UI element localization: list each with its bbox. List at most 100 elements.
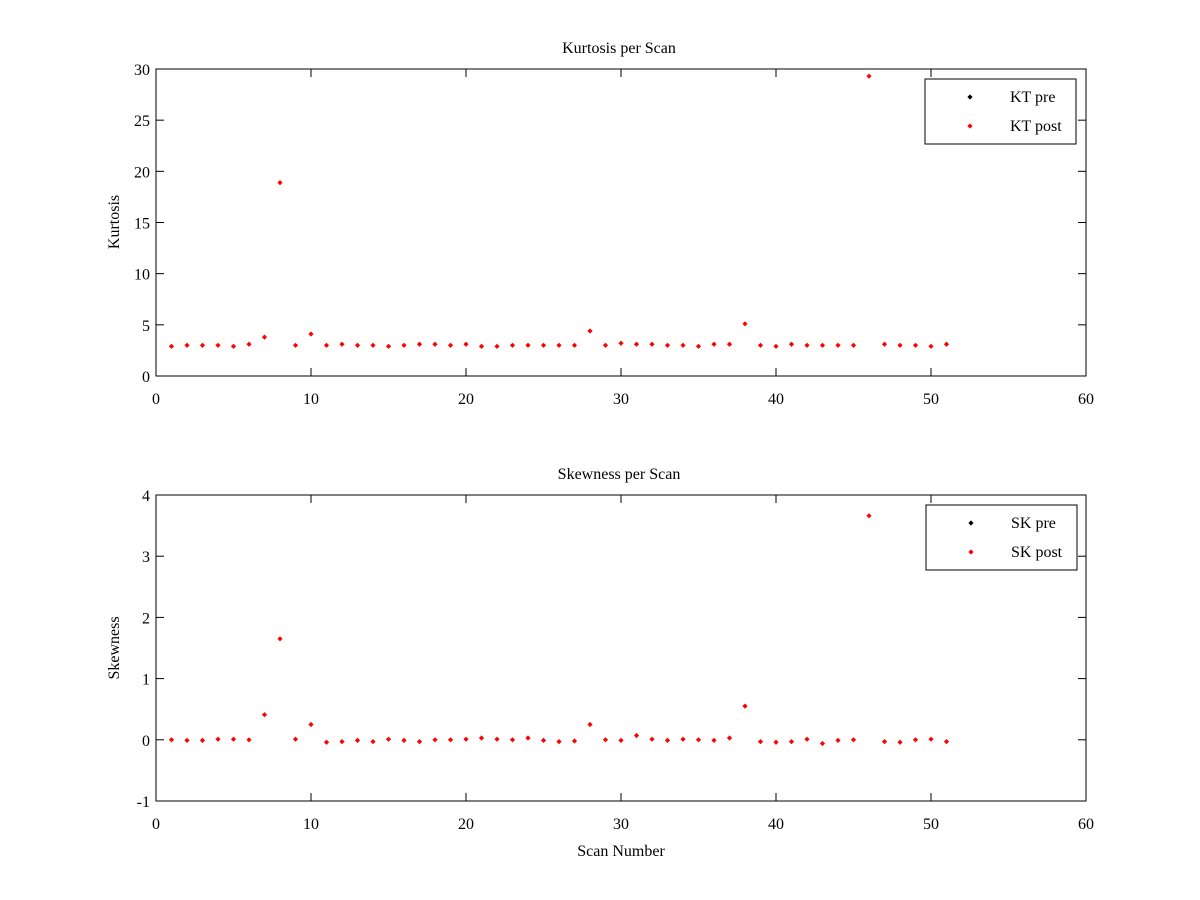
skewness-y-tick-label: -1 <box>137 794 150 811</box>
kurtosis-legend-label: KT pre <box>1010 89 1055 106</box>
skewness-data-point <box>726 735 733 741</box>
skewness-data-point <box>277 636 283 642</box>
skewness-data-point <box>587 721 593 728</box>
kurtosis-data-point <box>370 342 376 348</box>
skewness-plot: Skewness per Scan Skewness Scan Number 0… <box>106 466 1094 860</box>
skewness-data-point <box>339 739 345 745</box>
kurtosis-data-point <box>184 342 190 348</box>
kurtosis-data-point <box>804 342 810 348</box>
kurtosis-data-point <box>695 343 702 349</box>
skewness-x-tick-label: 50 <box>923 816 939 833</box>
kurtosis-data-point <box>401 342 407 348</box>
skewness-plot-title: Skewness per Scan <box>558 466 681 483</box>
kurtosis-data-point <box>664 342 671 348</box>
skewness-data-point <box>773 739 779 745</box>
kurtosis-data-point <box>602 342 609 348</box>
skewness-data-point <box>866 513 872 519</box>
kurtosis-x-tick-label: 0 <box>152 391 160 408</box>
kurtosis-data-point <box>246 341 252 347</box>
kurtosis-data-point <box>447 342 454 348</box>
skewness-series-sk-post <box>168 513 950 747</box>
kurtosis-data-point <box>463 341 469 347</box>
kurtosis-data-point <box>261 334 268 340</box>
kurtosis-data-point <box>711 341 717 347</box>
kurtosis-y-tick-label: 5 <box>142 318 150 335</box>
kurtosis-legend-label: KT post <box>1010 118 1062 135</box>
kurtosis-data-point <box>556 342 562 348</box>
skewness-data-point <box>618 737 624 744</box>
skewness-data-point <box>230 736 237 742</box>
skewness-data-point <box>649 736 655 742</box>
skewness-legend-marker <box>968 549 974 555</box>
kurtosis-data-point <box>354 342 361 348</box>
kurtosis-data-point <box>199 342 206 348</box>
skewness-data-point <box>292 736 299 742</box>
skewness-data-point <box>370 739 376 745</box>
kurtosis-data-point <box>323 342 330 348</box>
kurtosis-series-kt-post <box>168 73 950 349</box>
skewness-legend-label: SK post <box>1011 544 1063 561</box>
skewness-data-point <box>602 737 609 743</box>
skewness-x-tick-label: 40 <box>768 816 784 833</box>
kurtosis-data-point <box>649 341 655 347</box>
kurtosis-data-point <box>587 328 593 334</box>
kurtosis-y-tick-label: 25 <box>134 113 150 130</box>
kurtosis-data-point <box>618 340 624 346</box>
kurtosis-data-point <box>339 341 345 347</box>
skewness-data-point <box>835 737 841 744</box>
skewness-data-point <box>308 721 314 728</box>
kurtosis-plot-title: Kurtosis per Scan <box>562 40 676 57</box>
kurtosis-y-tick-label: 30 <box>134 62 150 79</box>
skewness-data-point <box>354 737 361 744</box>
kurtosis-data-point <box>912 342 919 348</box>
kurtosis-data-point <box>928 343 934 349</box>
kurtosis-data-point <box>742 321 748 327</box>
kurtosis-data-point <box>819 342 826 348</box>
skewness-x-tick-label: 0 <box>152 816 160 833</box>
skewness-data-point <box>540 737 547 744</box>
kurtosis-data-point <box>881 341 888 347</box>
kurtosis-data-point <box>866 73 872 79</box>
skewness-data-point <box>711 737 717 744</box>
skewness-y-tick-label: 2 <box>142 610 150 627</box>
skewness-data-point <box>633 732 640 739</box>
skewness-y-axis-label: Skewness <box>106 616 123 679</box>
kurtosis-x-tick-label: 30 <box>613 391 629 408</box>
skewness-legend-marker <box>968 520 974 526</box>
kurtosis-data-point <box>509 342 516 348</box>
skewness-data-point <box>695 737 702 743</box>
skewness-data-point <box>478 735 485 741</box>
kurtosis-data-point <box>308 331 314 337</box>
kurtosis-legend: KT pre KT post <box>924 78 1077 145</box>
skewness-data-point <box>184 737 190 744</box>
kurtosis-data-point <box>416 341 423 347</box>
kurtosis-data-point <box>478 343 485 349</box>
kurtosis-data-point <box>571 342 578 348</box>
kurtosis-legend-marker <box>967 123 973 129</box>
skewness-legend-label: SK pre <box>1011 515 1056 532</box>
kurtosis-data-point <box>385 343 392 349</box>
kurtosis-x-tick-label: 50 <box>923 391 939 408</box>
skewness-data-point <box>463 736 469 742</box>
skewness-data-point <box>897 739 903 745</box>
kurtosis-y-tick-label: 10 <box>134 267 150 284</box>
kurtosis-y-tick-label: 0 <box>142 369 150 386</box>
skewness-data-point <box>261 712 268 718</box>
skewness-y-tick-label: 3 <box>142 549 150 566</box>
kurtosis-data-point <box>850 342 857 348</box>
skewness-data-point <box>168 737 175 743</box>
kurtosis-data-point <box>292 342 299 348</box>
kurtosis-legend-box <box>924 78 1077 145</box>
skewness-data-point <box>215 736 221 742</box>
skewness-legend-box <box>925 504 1078 571</box>
kurtosis-data-point <box>432 341 438 347</box>
kurtosis-data-point <box>788 341 795 347</box>
skewness-data-point <box>571 738 578 744</box>
skewness-x-tick-label: 20 <box>458 816 474 833</box>
skewness-data-point <box>323 739 330 745</box>
kurtosis-plot: Kurtosis per Scan Kurtosis 0 10 20 30 40 50 60… <box>106 40 1094 408</box>
skewness-x-tick-label: 10 <box>303 816 319 833</box>
skewness-data-point <box>432 737 438 743</box>
kurtosis-x-tick-label: 10 <box>303 391 319 408</box>
skewness-data-point <box>742 703 748 709</box>
